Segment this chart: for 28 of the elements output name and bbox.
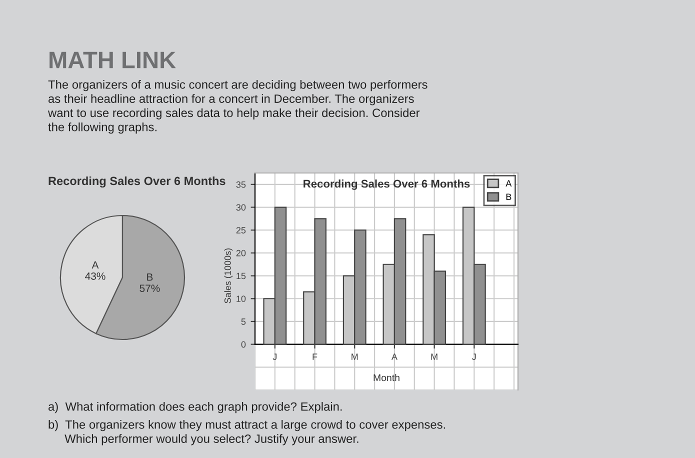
x-tick-label: J xyxy=(272,354,277,360)
text: b) The organizers know they must attract a large crowd to cover expenses. Which performer would you select? Justify your answer. xyxy=(48,420,446,446)
text: MATH LINK xyxy=(50,52,176,68)
slice-label: A xyxy=(92,261,99,268)
chart-title: Recording Sales Over 6 Months xyxy=(48,176,226,188)
y-tick-label: 0 xyxy=(241,341,246,348)
x-axis-title: Month xyxy=(374,374,400,382)
x-tick-label: F xyxy=(312,354,318,360)
text: The organizers of a music concert are deciding between two performers as their headline attraction for a concert in December. The organizers want to use recording sales data to help make their decision. Consider the following graphs. xyxy=(48,80,428,134)
x-tick-label: J xyxy=(472,354,476,360)
data-label: 57% xyxy=(140,284,160,292)
y-tick-label: 30 xyxy=(236,204,246,211)
y-tick-label: 5 xyxy=(241,318,246,325)
x-tick-label: M xyxy=(352,354,358,360)
y-tick-label: 35 xyxy=(236,181,246,188)
x-tick-label: M xyxy=(431,354,438,360)
legend-label: A xyxy=(506,180,512,186)
slice-label: B xyxy=(147,274,153,281)
data-label: 43% xyxy=(85,272,106,280)
y-tick-label: 20 xyxy=(236,250,246,256)
text: a) What information does each graph provide? Explain. xyxy=(48,402,342,414)
y-tick-label: 10 xyxy=(236,296,246,302)
y-axis-title: Sales (1000s) xyxy=(224,248,233,304)
x-tick-label: A xyxy=(391,354,398,360)
text: Recording Sales Over 6 Months xyxy=(304,180,470,190)
legend-label: B xyxy=(506,194,512,200)
y-tick-label: 25 xyxy=(236,227,246,234)
y-tick-label: 15 xyxy=(236,272,246,280)
